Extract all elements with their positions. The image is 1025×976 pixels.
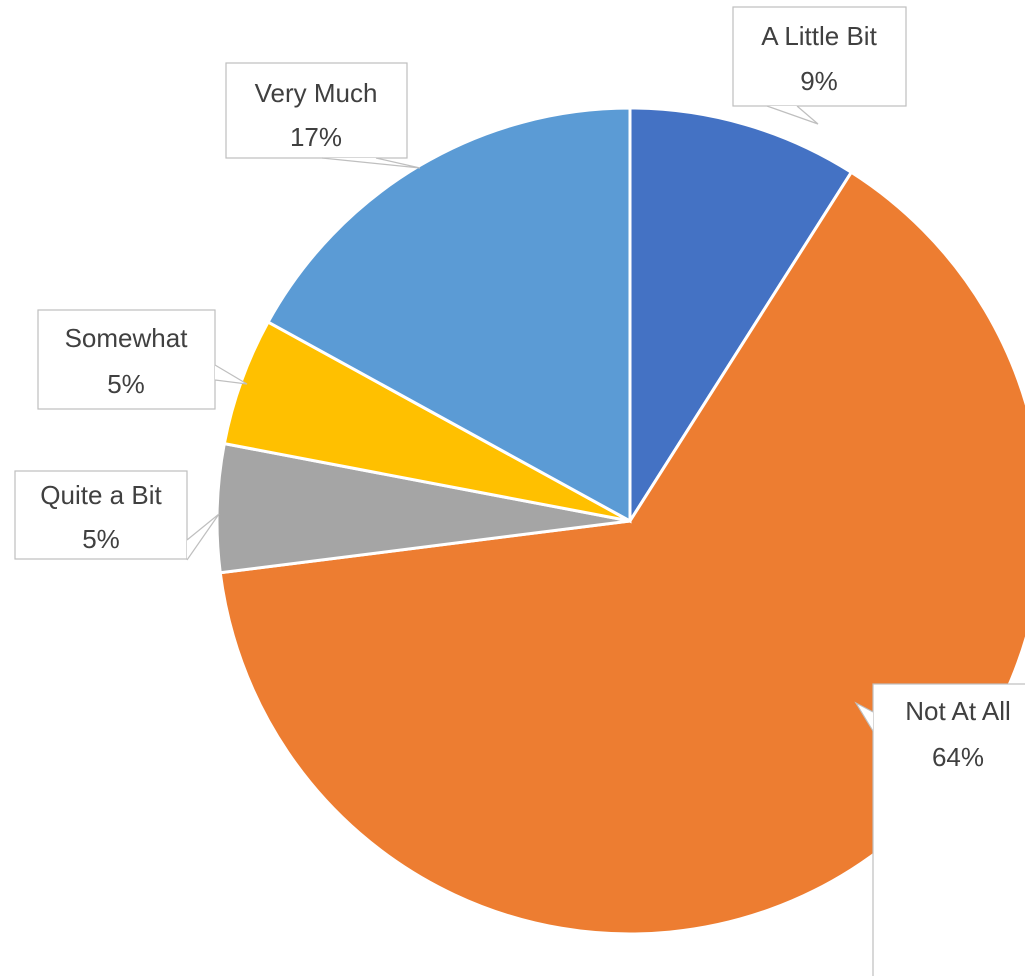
data-label-percent: 9% [800,66,838,96]
callout-box [14,470,188,560]
pie-slice-very-much [266,106,632,524]
data-label-category: Quite a Bit [40,480,162,510]
callout-leader-line [214,364,248,385]
callout-a-little-bit: A Little Bit 9% [732,6,907,125]
callout-box [37,309,216,410]
callout-not-at-all: Not At All 64% [854,683,1025,976]
callout-leader-line [854,701,874,732]
callout-somewhat: Somewhat 5% [37,309,248,410]
callout-leader-line [321,157,421,169]
data-label-percent: 5% [82,524,120,554]
data-label-category: A Little Bit [761,21,877,51]
callout-leader-line [186,513,220,561]
data-label-percent: 17% [290,122,342,152]
data-label-percent: 5% [107,369,145,399]
data-label-category: Very Much [255,78,378,108]
data-label-callouts: A Little Bit 9% Not At All 64% Quite a Bit 5%… [14,6,1025,976]
callout-leader-line [766,105,819,125]
callout-quite-a-bit: Quite a Bit 5% [14,470,220,561]
data-label-percent: 64% [932,742,984,772]
pie-slice-a-little-bit [628,106,854,527]
callout-box [872,683,1025,976]
callout-box [225,62,408,159]
callout-very-much: Very Much 17% [225,62,421,169]
pie-slices [215,106,1025,936]
data-label-category: Somewhat [65,323,189,353]
data-label-category: Not At All [905,696,1011,726]
callout-box [732,6,907,107]
pie-slice-not-at-all [218,170,1025,936]
